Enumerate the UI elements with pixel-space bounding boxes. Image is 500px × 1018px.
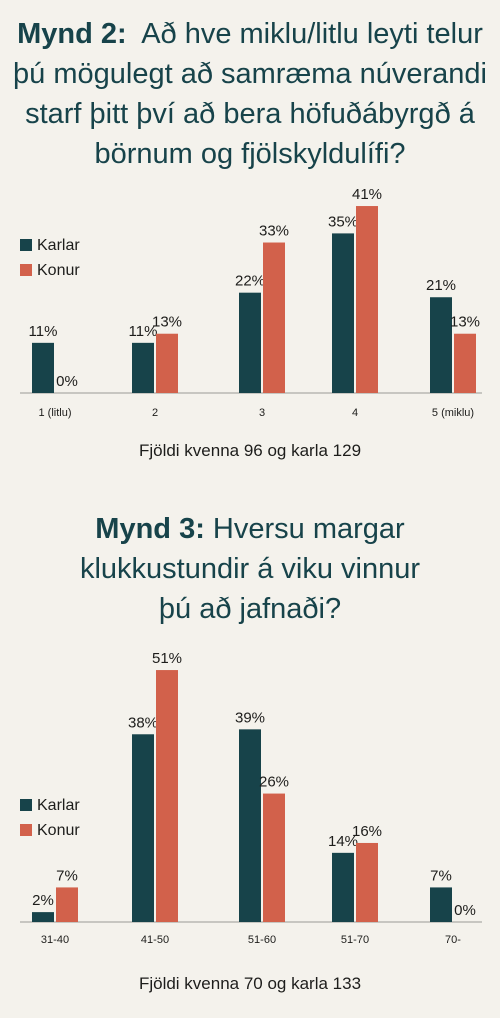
chart-1-data-label-konur-3: 41% [352, 186, 382, 203]
chart-2-bar-karlar-2 [239, 729, 261, 922]
chart-2-plot: 2%7%31-4038%51%41-5039%26%51-6014%16%51-… [20, 650, 482, 946]
chart-1-title-prefix: Mynd 2: [17, 18, 127, 50]
chart-1-legend-swatch-karlar [20, 239, 32, 251]
chart-1-plot: 11%0%1 (litlu)11%13%222%33%335%41%421%13… [20, 186, 482, 419]
chart-1-title-line-4: börnum og fjölskyldulífi? [94, 138, 406, 170]
chart-2-bar-karlar-1 [132, 734, 154, 922]
chart-1-legend-label-karlar: Karlar [37, 237, 80, 254]
chart-2-x-tick-label-1: 41-50 [141, 934, 169, 946]
chart-1-bar-karlar-0 [32, 342, 54, 393]
chart-1-data-label-konur-4: 13% [450, 314, 480, 331]
chart-1-title-line-2: þú mögulegt að samræma núverandi [13, 58, 487, 90]
chart-2-x-tick-label-2: 51-60 [248, 934, 276, 946]
chart-2-title: Mynd 3: Hversu margar klukkustundir á vi… [0, 509, 500, 629]
chart-2-sample-note: Fjöldi kvenna 70 og karla 133 [138, 974, 362, 993]
chart-2-legend-label-konur: Konur [37, 822, 80, 839]
chart-1-data-label-konur-0: 0% [56, 373, 78, 390]
chart-2-title-line-3: þú að jafnaði? [158, 593, 342, 625]
chart-1-bar-karlar-1 [132, 342, 154, 393]
chart-1-bar-konur-1 [156, 333, 178, 393]
chart-1-title: Mynd 2: Að hve miklu/litlu leyti telur þ… [0, 14, 500, 174]
chart-1-data-label-karlar-2: 22% [235, 273, 265, 290]
chart-1-legend-label-konur: Konur [37, 262, 80, 279]
chart-2-data-label-karlar-3: 14% [328, 833, 358, 850]
chart-1-x-tick-label-1: 2 [152, 407, 158, 419]
chart-1-title-line-3: starf þitt því að bera höfuðábyrgð á [25, 98, 475, 130]
chart-1-data-label-karlar-3: 35% [328, 213, 358, 230]
chart-1-data-label-karlar-0: 11% [29, 323, 58, 340]
chart-2-x-tick-label-3: 51-70 [341, 934, 369, 946]
chart-1-bar-konur-4 [454, 333, 476, 393]
chart-2-title-prefix: Mynd 3: [95, 513, 205, 545]
chart-2-x-tick-label-4: 70- [445, 934, 461, 946]
chart-2-data-label-konur-3: 16% [352, 823, 382, 840]
chart-2-data-label-karlar-0: 2% [32, 892, 54, 909]
chart-2-legend-swatch-konur [20, 824, 32, 836]
chart-1-legend-swatch-konur [20, 264, 32, 276]
chart-2-bar-karlar-0 [32, 912, 54, 922]
chart-2-data-label-konur-4: 0% [454, 902, 476, 919]
chart-2-data-label-konur-2: 26% [259, 774, 289, 791]
chart-2-bar-konur-3 [356, 842, 378, 922]
chart-1-data-label-karlar-1: 11% [129, 323, 158, 340]
chart-1-bar-karlar-4 [430, 297, 452, 393]
chart-1-x-tick-label-3: 4 [352, 407, 358, 419]
chart-2-title-line-2: klukkustundir á viku vinnur [79, 553, 421, 585]
chart-2-data-label-konur-1: 51% [152, 650, 182, 667]
chart-2-bar-konur-0 [56, 887, 78, 922]
chart-1-data-label-konur-2: 33% [259, 223, 289, 240]
chart-2-legend-swatch-karlar [20, 799, 32, 811]
chart-1-bar-karlar-2 [239, 292, 261, 393]
chart-2-data-label-konur-0: 7% [56, 867, 78, 884]
chart-2-data-label-karlar-1: 38% [128, 714, 158, 731]
chart-2-bar-karlar-4 [430, 887, 452, 922]
chart-2-x-tick-label-0: 31-40 [41, 934, 69, 946]
chart-2-legend-label-karlar: Karlar [37, 797, 80, 814]
chart-1-bar-konur-2 [263, 242, 285, 393]
chart-1-data-label-karlar-4: 21% [426, 277, 456, 294]
chart-1-x-tick-label-4: 5 (miklu) [432, 407, 474, 419]
chart-1-bar-karlar-3 [332, 233, 354, 393]
chart-1-x-tick-label-0: 1 (litlu) [38, 407, 71, 419]
chart-1-sample-note: Fjöldi kvenna 96 og karla 129 [138, 441, 362, 460]
chart-1-x-tick-label-2: 3 [259, 407, 265, 419]
chart-2-data-label-karlar-2: 39% [235, 709, 265, 726]
chart-2-title-line-1: Hversu margar [212, 513, 405, 545]
chart-2-data-label-karlar-4: 7% [430, 867, 452, 884]
chart-2-bar-konur-1 [156, 670, 178, 922]
chart-1-data-label-konur-1: 13% [152, 314, 182, 331]
chart-1-bar-konur-3 [356, 206, 378, 393]
chart-1-title-line-1: Að hve miklu/litlu leyti telur [141, 18, 483, 50]
chart-2-bar-konur-2 [263, 793, 285, 922]
chart-2-bar-karlar-3 [332, 852, 354, 922]
